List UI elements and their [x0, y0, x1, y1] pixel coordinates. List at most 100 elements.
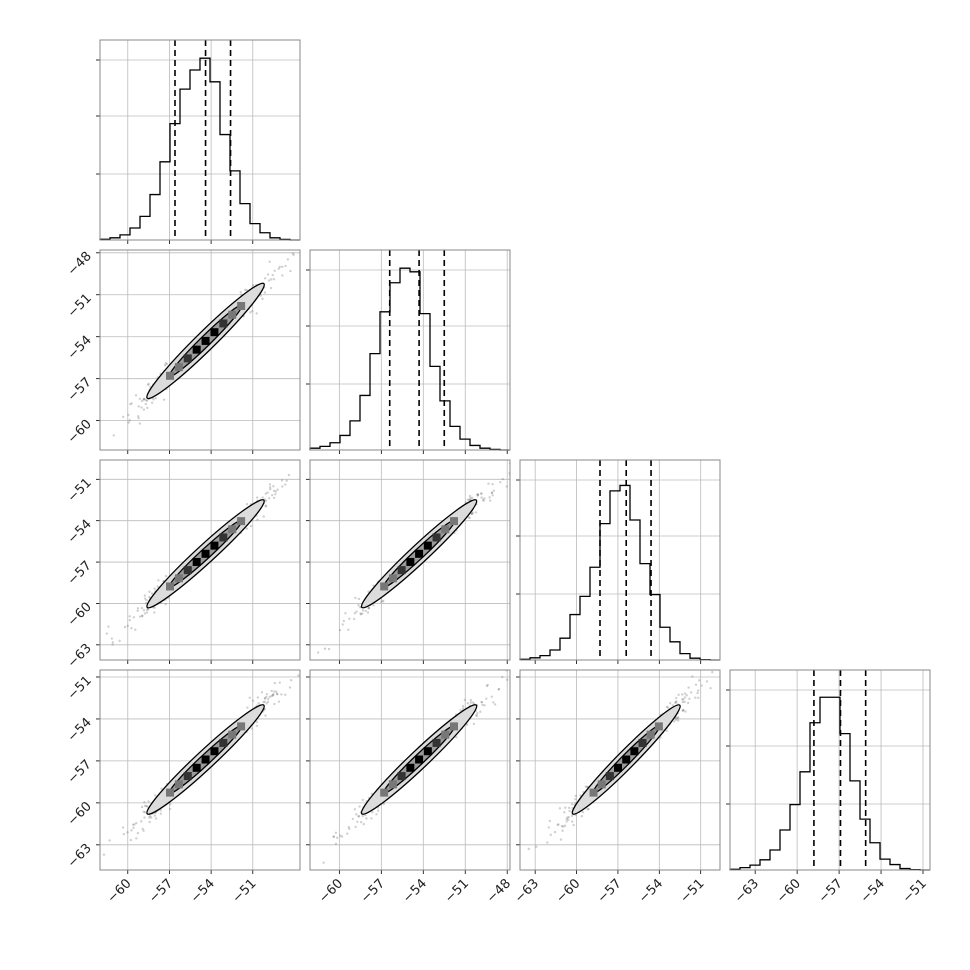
x-tick-label: −54: [858, 876, 888, 906]
sample-point: [681, 700, 684, 704]
sample-point: [276, 692, 279, 696]
sample-point: [461, 707, 465, 710]
sample-point: [255, 720, 259, 724]
density-cell: [228, 525, 237, 534]
sample-point: [682, 698, 685, 701]
sample-point: [273, 702, 276, 706]
sample-point: [476, 493, 480, 496]
density-cell: [423, 747, 432, 756]
sample-point: [164, 574, 168, 578]
sample-point: [137, 405, 140, 408]
sample-point: [316, 651, 320, 654]
sample-point: [487, 482, 490, 485]
sample-point: [145, 611, 149, 614]
sample-point: [711, 670, 714, 674]
sample-point: [284, 483, 287, 486]
sample-point: [137, 416, 140, 420]
sample-point: [469, 698, 473, 702]
sample-point: [263, 700, 266, 703]
sample-point: [269, 278, 273, 281]
sample-point: [286, 258, 290, 261]
scatter-group: [105, 473, 291, 646]
panel-frame: [99, 669, 301, 871]
sample-point: [497, 687, 501, 691]
density-cell: [192, 557, 201, 566]
sample-point: [567, 815, 570, 819]
panel-frame: [519, 669, 721, 871]
sample-point: [676, 717, 679, 720]
scatter-group: [112, 252, 295, 437]
sample-point: [470, 512, 473, 516]
sample-point: [268, 486, 272, 489]
sample-point: [140, 805, 144, 809]
sample-point: [686, 701, 690, 705]
sample-point: [665, 729, 668, 732]
density-cell: [614, 763, 623, 772]
density-cell: [638, 738, 647, 747]
density-cell: [423, 541, 432, 550]
sample-point: [468, 516, 471, 520]
sample-point: [138, 615, 142, 618]
sample-point: [281, 485, 284, 488]
sample-point: [136, 415, 140, 418]
scatter-group: [316, 462, 510, 654]
sample-point: [268, 695, 271, 699]
sample-point: [284, 264, 287, 268]
sample-point: [341, 623, 344, 626]
sample-point: [586, 808, 589, 811]
sample-point: [354, 596, 357, 600]
sample-point: [492, 701, 495, 704]
sample-point: [243, 288, 247, 292]
sample-point: [675, 701, 678, 704]
sample-point: [553, 830, 557, 834]
sample-point: [568, 806, 571, 810]
sample-point: [271, 273, 274, 277]
sample-point: [455, 736, 458, 739]
sample-point: [267, 279, 271, 282]
sample-point: [351, 817, 355, 821]
sample-point: [249, 524, 253, 528]
sample-point: [694, 696, 697, 699]
sample-point: [285, 479, 288, 483]
sample-point: [681, 709, 684, 713]
sample-point: [267, 697, 270, 701]
sample-point: [332, 835, 335, 838]
sample-point: [263, 697, 267, 700]
sample-point: [157, 579, 160, 582]
sample-point: [490, 491, 494, 495]
x-tick-label: −63: [512, 876, 542, 906]
sample-point: [127, 421, 130, 424]
sample-point: [123, 625, 127, 629]
density-cell: [201, 755, 210, 764]
sample-point: [682, 709, 685, 712]
panel-2-0: −51 −54 −57 −60 −63: [65, 459, 301, 671]
sample-point: [357, 604, 360, 607]
sample-point: [491, 494, 494, 497]
density-cell: [183, 566, 192, 575]
sample-point: [122, 832, 126, 836]
y-tick-label: −60: [65, 600, 95, 630]
sample-point: [255, 724, 258, 727]
sample-point: [263, 697, 267, 700]
sample-point: [263, 277, 267, 280]
sample-point: [136, 607, 140, 610]
sample-point: [356, 820, 359, 824]
sample-point: [107, 625, 110, 628]
sample-point: [130, 627, 133, 630]
x-tick-label: −51: [442, 876, 472, 906]
sample-point: [574, 798, 577, 801]
sample-point: [159, 812, 162, 815]
sample-point: [143, 594, 147, 597]
sample-point: [677, 693, 680, 697]
panel-frame: [99, 249, 301, 451]
sample-point: [475, 714, 478, 717]
sample-point: [563, 811, 566, 814]
sample-point: [268, 483, 272, 486]
sample-point: [557, 823, 560, 826]
density-cell: [166, 582, 174, 591]
density-cell: [388, 574, 397, 583]
sample-point: [334, 842, 338, 846]
sample-point: [255, 312, 258, 315]
sample-point: [141, 614, 144, 618]
sample-point: [527, 847, 530, 851]
